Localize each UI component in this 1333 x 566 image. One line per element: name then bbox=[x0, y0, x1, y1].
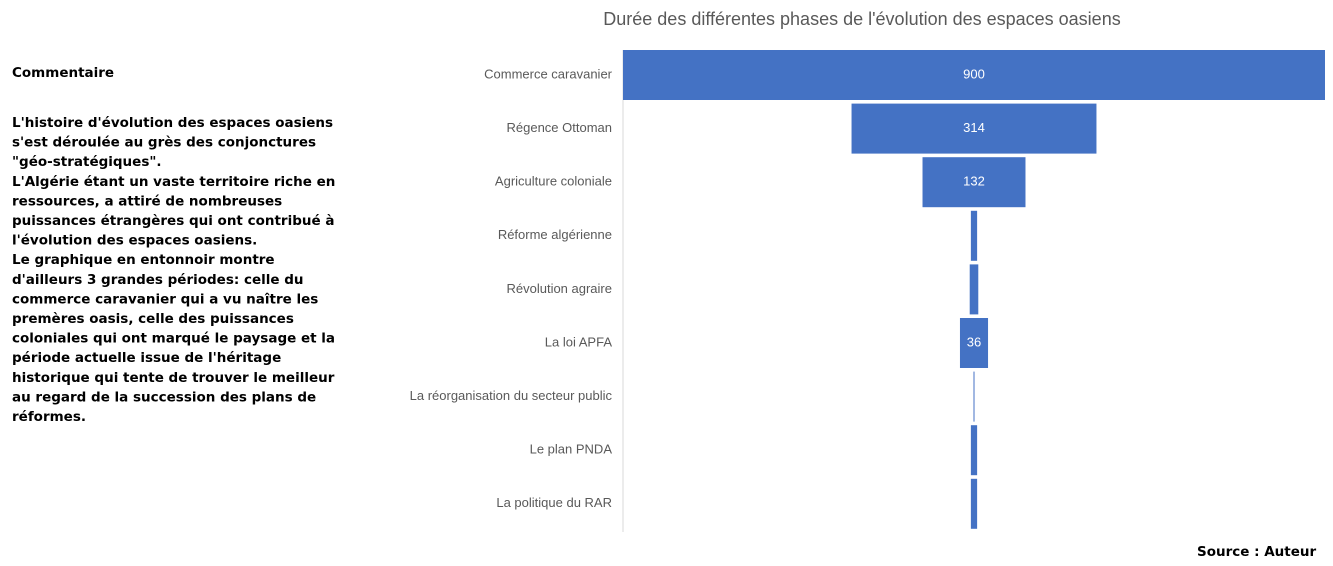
category-label: Réforme algérienne bbox=[498, 227, 612, 242]
value-label: 132 bbox=[963, 174, 985, 189]
funnel-bar bbox=[973, 371, 975, 422]
funnel-bar bbox=[623, 50, 1325, 100]
funnel-bar bbox=[922, 157, 1026, 208]
commentary-line: d'ailleurs 3 grandes périodes: celle du bbox=[12, 272, 304, 288]
category-label: Le plan PNDA bbox=[530, 442, 613, 457]
funnel-bar bbox=[970, 425, 978, 476]
funnel-bar bbox=[970, 478, 978, 529]
category-label: Commerce caravanier bbox=[484, 66, 613, 81]
category-label: Régence Ottoman bbox=[506, 120, 612, 135]
commentary-line: s'est déroulée au grès des conjonctures bbox=[12, 135, 316, 151]
commentary-line: l'évolution des espaces oasiens. bbox=[12, 233, 257, 249]
category-label: La politique du RAR bbox=[496, 495, 612, 510]
category-label: La loi APFA bbox=[545, 334, 613, 349]
commentary-line: L'histoire d'évolution des espaces oasie… bbox=[12, 115, 333, 131]
value-label: 900 bbox=[963, 66, 985, 81]
commentary-line: ressources, a attiré de nombreuses bbox=[12, 193, 282, 209]
commentary-line: historique qui tente de trouver le meill… bbox=[12, 370, 335, 386]
commentary-line: L'Algérie étant un vaste territoire rich… bbox=[12, 174, 335, 190]
category-label: Révolution agraire bbox=[506, 281, 612, 296]
commentary-line: réformes. bbox=[12, 409, 86, 425]
commentary-line: "géo-stratégiques". bbox=[12, 154, 162, 170]
category-label: La réorganisation du secteur public bbox=[410, 388, 613, 403]
funnel-bar bbox=[970, 210, 978, 261]
commentary-line: au regard de la succession des plans de bbox=[12, 389, 316, 405]
commentary-line: commerce caravanier qui a vu naître les bbox=[12, 291, 318, 307]
value-label: 36 bbox=[967, 334, 981, 349]
category-label: Agriculture coloniale bbox=[495, 174, 612, 189]
commentary-line: période actuelle issue de l'héritage bbox=[12, 350, 281, 366]
commentary-heading: Commentaire bbox=[12, 65, 114, 81]
commentary-line: coloniales qui ont marqué le paysage et … bbox=[12, 331, 335, 347]
source: Source : Auteur bbox=[1197, 544, 1317, 560]
funnel-bar bbox=[851, 103, 1097, 154]
chart-title: Durée des différentes phases de l'évolut… bbox=[603, 9, 1120, 29]
commentary-line: premères oasis, celle des puissances bbox=[12, 311, 294, 327]
funnel-bar bbox=[959, 318, 989, 368]
value-label: 314 bbox=[963, 120, 985, 135]
commentary-line: Le graphique en entonnoir montre bbox=[12, 252, 275, 268]
funnel-bar bbox=[969, 264, 979, 315]
commentary-line: puissances étrangères qui ont contribué … bbox=[12, 213, 334, 229]
